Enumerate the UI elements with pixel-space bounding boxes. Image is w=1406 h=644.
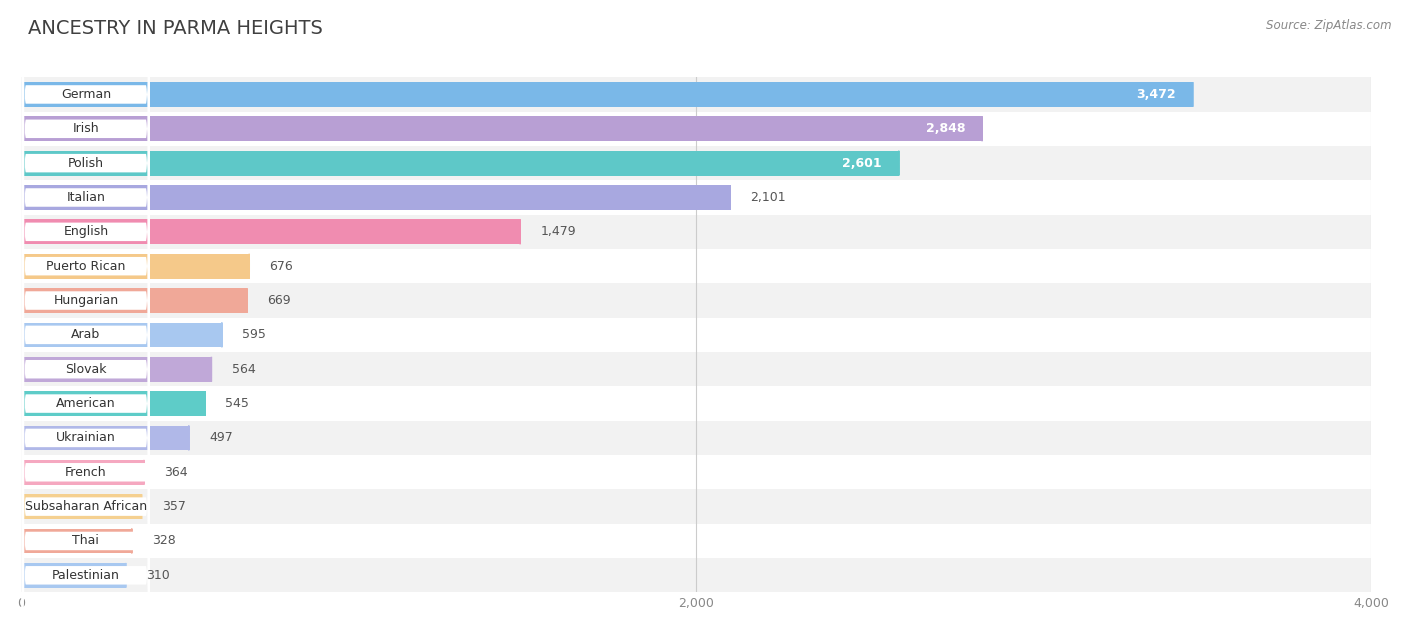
Text: Polish: Polish bbox=[67, 156, 104, 169]
Text: American: American bbox=[56, 397, 115, 410]
Text: Ukrainian: Ukrainian bbox=[56, 431, 115, 444]
Text: Arab: Arab bbox=[72, 328, 100, 341]
Text: 595: 595 bbox=[242, 328, 266, 341]
Bar bbox=[21, 426, 188, 450]
FancyBboxPatch shape bbox=[21, 173, 150, 644]
Text: 357: 357 bbox=[162, 500, 186, 513]
Text: 310: 310 bbox=[146, 569, 170, 582]
Bar bbox=[21, 146, 1371, 180]
Bar bbox=[21, 185, 730, 210]
Text: 676: 676 bbox=[270, 260, 294, 272]
FancyBboxPatch shape bbox=[21, 35, 150, 644]
FancyBboxPatch shape bbox=[21, 0, 150, 635]
Bar bbox=[21, 323, 222, 347]
Text: 364: 364 bbox=[165, 466, 188, 478]
Bar bbox=[21, 489, 1371, 524]
Bar bbox=[21, 529, 132, 553]
Bar bbox=[21, 220, 520, 244]
Bar bbox=[21, 460, 143, 485]
Bar bbox=[21, 317, 1371, 352]
FancyBboxPatch shape bbox=[21, 138, 150, 644]
Bar bbox=[21, 82, 1192, 107]
Text: Palestinian: Palestinian bbox=[52, 569, 120, 582]
Text: 545: 545 bbox=[225, 397, 249, 410]
Text: 1,479: 1,479 bbox=[540, 225, 576, 238]
Bar bbox=[21, 151, 898, 176]
Text: 669: 669 bbox=[267, 294, 291, 307]
Bar bbox=[21, 117, 983, 141]
Text: 497: 497 bbox=[209, 431, 233, 444]
FancyBboxPatch shape bbox=[21, 1, 150, 644]
Text: 2,101: 2,101 bbox=[751, 191, 786, 204]
Bar bbox=[21, 524, 1371, 558]
FancyBboxPatch shape bbox=[21, 0, 150, 644]
Bar bbox=[21, 558, 1371, 592]
FancyBboxPatch shape bbox=[21, 0, 150, 532]
Text: Thai: Thai bbox=[73, 535, 100, 547]
Bar bbox=[21, 386, 1371, 421]
FancyBboxPatch shape bbox=[21, 0, 150, 644]
Text: 3,472: 3,472 bbox=[1136, 88, 1175, 101]
FancyBboxPatch shape bbox=[21, 0, 150, 566]
FancyBboxPatch shape bbox=[21, 0, 150, 644]
Text: ANCESTRY IN PARMA HEIGHTS: ANCESTRY IN PARMA HEIGHTS bbox=[28, 19, 323, 39]
Bar bbox=[21, 77, 1371, 111]
FancyBboxPatch shape bbox=[21, 104, 150, 644]
Bar bbox=[21, 254, 249, 279]
FancyBboxPatch shape bbox=[21, 0, 150, 644]
Bar bbox=[21, 391, 205, 416]
Bar bbox=[21, 111, 1371, 146]
Text: German: German bbox=[60, 88, 111, 101]
Text: Italian: Italian bbox=[66, 191, 105, 204]
Text: French: French bbox=[65, 466, 107, 478]
FancyBboxPatch shape bbox=[21, 70, 150, 644]
Bar bbox=[21, 288, 247, 313]
FancyBboxPatch shape bbox=[21, 0, 150, 497]
Bar bbox=[21, 494, 142, 519]
Bar bbox=[21, 357, 211, 382]
Text: Slovak: Slovak bbox=[65, 363, 107, 375]
Bar bbox=[21, 214, 1371, 249]
Bar bbox=[21, 421, 1371, 455]
FancyBboxPatch shape bbox=[21, 0, 150, 600]
Bar bbox=[21, 180, 1371, 214]
Bar bbox=[21, 455, 1371, 489]
Text: Source: ZipAtlas.com: Source: ZipAtlas.com bbox=[1267, 19, 1392, 32]
Text: 2,601: 2,601 bbox=[842, 156, 882, 169]
Bar bbox=[21, 283, 1371, 317]
Bar bbox=[21, 352, 1371, 386]
Bar bbox=[21, 563, 125, 588]
Text: English: English bbox=[63, 225, 108, 238]
Text: Hungarian: Hungarian bbox=[53, 294, 118, 307]
Text: Subsaharan African: Subsaharan African bbox=[25, 500, 148, 513]
Text: Puerto Rican: Puerto Rican bbox=[46, 260, 125, 272]
Text: Irish: Irish bbox=[73, 122, 100, 135]
Text: 2,848: 2,848 bbox=[925, 122, 966, 135]
Text: 328: 328 bbox=[152, 535, 176, 547]
Bar bbox=[21, 249, 1371, 283]
Text: 564: 564 bbox=[232, 363, 256, 375]
